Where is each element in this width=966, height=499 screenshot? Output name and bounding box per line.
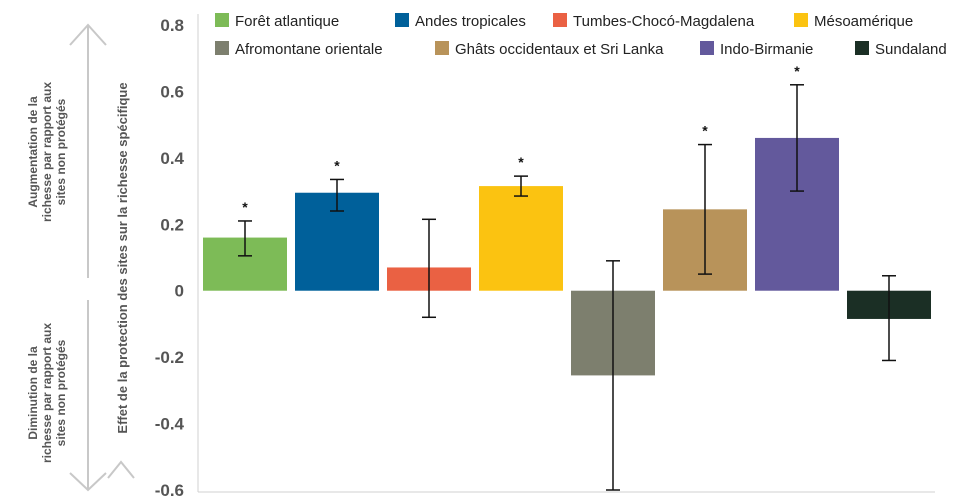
legend-label-1: Andes tropicales xyxy=(415,13,526,30)
legend-swatch-6 xyxy=(700,41,714,55)
error-bar-3 xyxy=(514,175,528,197)
y-tick-label-4: 0 xyxy=(175,282,184,301)
error-bar-1 xyxy=(330,178,344,212)
legend-label-7: Sundaland xyxy=(875,41,947,58)
error-bar-0 xyxy=(238,220,252,257)
increase-line-3: sites non protégés xyxy=(54,98,68,205)
error-bar-7 xyxy=(882,275,896,362)
legend: Forêt atlantique Andes tropicales Tumbes-C… xyxy=(215,13,947,58)
y-axis-label: Effet de la protection des sites sur la … xyxy=(115,82,130,433)
significance-star-5: * xyxy=(702,123,708,139)
legend-swatch-2 xyxy=(553,13,567,27)
decrease-line-3: sites non protégés xyxy=(54,339,68,446)
y-tick-label-0: 0.8 xyxy=(160,16,184,35)
legend-swatch-1 xyxy=(395,13,409,27)
legend-item-4: Afromontane orientale xyxy=(215,41,383,58)
legend-item-7: Sundaland xyxy=(855,41,947,58)
legend-item-5: Ghâts occidentaux et Sri Lanka xyxy=(435,41,664,58)
significance-star-6: * xyxy=(794,63,800,79)
decrease-annotation: Diminution de la richesse par rapport au… xyxy=(26,323,68,463)
legend-label-5: Ghâts occidentaux et Sri Lanka xyxy=(455,41,664,58)
increase-arrow xyxy=(69,23,107,278)
significance-star-0: * xyxy=(242,199,248,215)
decrease-line-1: Diminution de la xyxy=(26,346,40,440)
legend-item-3: Mésoamérique xyxy=(794,13,913,30)
legend-label-4: Afromontane orientale xyxy=(235,41,383,58)
legend-swatch-0 xyxy=(215,13,229,27)
increase-line-2: richesse par rapport aux xyxy=(40,82,54,222)
legend-label-3: Mésoamérique xyxy=(814,13,913,30)
significance-markers: * * * * * xyxy=(242,63,800,215)
decrease-arrow xyxy=(69,300,135,492)
bars xyxy=(203,137,931,376)
y-tick-label-6: -0.4 xyxy=(155,415,185,434)
legend-swatch-7 xyxy=(855,41,869,55)
legend-label-6: Indo-Birmanie xyxy=(720,41,813,58)
error-bars xyxy=(238,84,896,491)
y-tick-label-3: 0.2 xyxy=(160,215,184,234)
error-bar-6 xyxy=(790,84,804,192)
y-tick-label-2: 0.4 xyxy=(160,149,184,168)
y-tick-label-5: -0.2 xyxy=(155,348,184,367)
error-bar-2 xyxy=(422,218,436,319)
bar-3 xyxy=(479,186,563,291)
y-ticks: 0.8 0.6 0.4 0.2 0 -0.2 -0.4 -0.6 xyxy=(155,16,185,499)
legend-label-0: Forêt atlantique xyxy=(235,13,339,30)
legend-item-0: Forêt atlantique xyxy=(215,13,339,30)
legend-item-2: Tumbes-Chocó-Magdalena xyxy=(553,13,755,30)
y-tick-label-1: 0.6 xyxy=(160,82,184,101)
legend-swatch-4 xyxy=(215,41,229,55)
y-tick-label-7: -0.6 xyxy=(155,481,184,499)
legend-swatch-3 xyxy=(794,13,808,27)
significance-star-1: * xyxy=(334,157,340,173)
legend-item-1: Andes tropicales xyxy=(395,13,526,30)
error-bar-4 xyxy=(606,260,620,491)
increase-annotation: Augmentation de la richesse par rapport … xyxy=(26,82,68,222)
error-bar-5 xyxy=(698,143,712,275)
decrease-line-2: richesse par rapport aux xyxy=(40,323,54,463)
legend-item-6: Indo-Birmanie xyxy=(700,41,813,58)
significance-star-3: * xyxy=(518,154,524,170)
increase-line-1: Augmentation de la xyxy=(26,96,40,208)
legend-label-2: Tumbes-Chocó-Magdalena xyxy=(573,13,755,30)
legend-swatch-5 xyxy=(435,41,449,55)
